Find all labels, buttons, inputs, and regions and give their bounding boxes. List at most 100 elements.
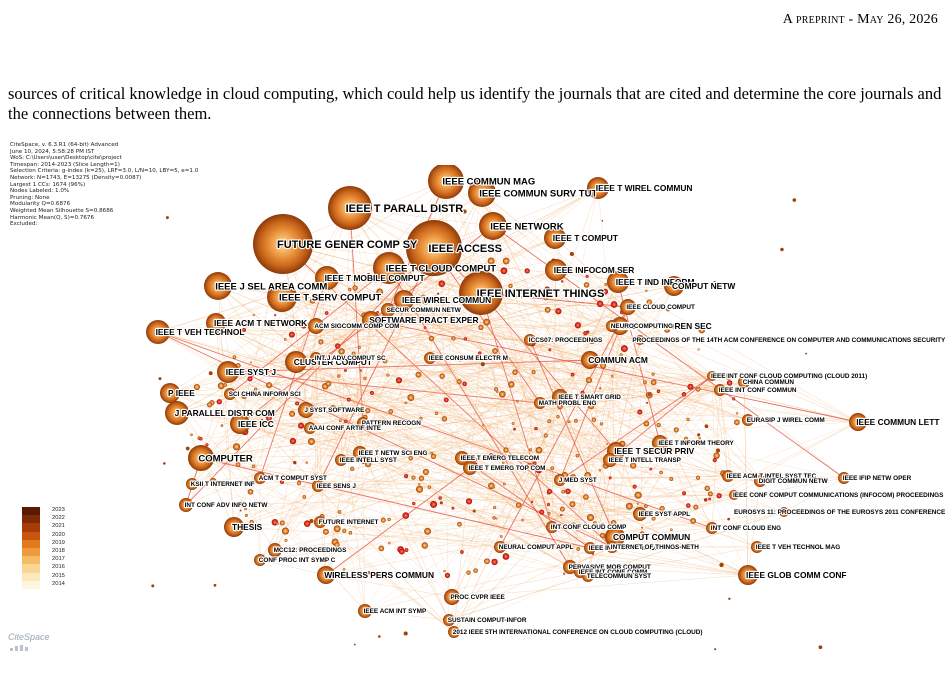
journal-node <box>406 220 462 276</box>
journal-node <box>304 422 316 434</box>
minor-node <box>686 503 691 508</box>
minor-node <box>489 263 492 266</box>
network-edge <box>287 306 621 327</box>
minor-node <box>596 300 604 308</box>
minor-node <box>492 348 498 354</box>
journal-node <box>310 352 322 364</box>
network-edge <box>157 331 694 521</box>
network-edge <box>217 285 505 485</box>
minor-node <box>209 477 217 485</box>
legend-swatch: 2014 <box>22 580 65 589</box>
network-edge <box>639 339 643 535</box>
network-edge <box>534 463 553 528</box>
journal-node-label: IEEE T VEH TECHNOL MAG <box>756 544 840 551</box>
minor-node <box>516 399 519 403</box>
minor-node <box>348 531 353 535</box>
legend-row: 2021 <box>22 523 65 532</box>
journal-node-label: IEEE SYST APPL <box>639 511 691 518</box>
network-edge <box>499 511 785 548</box>
minor-node <box>318 339 324 345</box>
network-edge <box>233 526 591 549</box>
network-edge <box>325 382 731 576</box>
network-edge <box>453 459 611 633</box>
network-edge <box>499 419 749 548</box>
minor-node <box>556 414 560 419</box>
minor-node <box>404 548 409 553</box>
network-edge <box>239 365 289 425</box>
journal-node-label: IEEE WIREL COMMUN <box>402 295 491 305</box>
network-edge <box>157 331 434 505</box>
outlier-node <box>151 584 155 588</box>
network-edge <box>303 325 749 421</box>
minor-node <box>376 288 384 296</box>
minor-node <box>301 292 305 295</box>
network-edge <box>215 322 531 341</box>
journal-node <box>230 414 250 434</box>
network-edge <box>191 247 435 485</box>
journal-node <box>353 446 367 460</box>
network-edge <box>398 380 541 404</box>
network-edge <box>400 295 749 576</box>
minor-node <box>543 296 548 301</box>
journal-node <box>146 320 170 344</box>
network-edge <box>238 365 735 496</box>
network-edge <box>255 207 351 390</box>
network-edge <box>461 457 613 548</box>
minor-node <box>539 509 545 515</box>
journal-node-label: IEEE COMMUN MAG <box>442 176 535 187</box>
network-edge <box>217 285 581 573</box>
journal-node-label: IEEE CLOUD COMPUT <box>626 304 695 311</box>
journal-node <box>206 313 226 333</box>
minor-node <box>589 338 596 345</box>
metadata-line: Harmonic Mean(Q, S)=0.7676 <box>10 214 95 221</box>
minor-node <box>704 485 710 491</box>
network-edge <box>559 423 602 481</box>
network-edge <box>459 524 591 549</box>
minor-node <box>707 491 713 497</box>
network-edge <box>185 247 435 506</box>
minor-node <box>280 480 284 484</box>
minor-node <box>693 504 699 510</box>
minor-node <box>438 496 442 500</box>
network-edge <box>353 353 431 359</box>
network-edge <box>239 423 638 504</box>
journal-node-label: IEEE ACM INT SYMP <box>364 608 427 615</box>
network-edge <box>533 371 641 515</box>
journal-node <box>603 453 617 467</box>
network-edge <box>370 319 591 549</box>
network-edge <box>445 180 564 492</box>
minor-node <box>473 568 478 573</box>
minor-node <box>462 381 467 387</box>
minor-node <box>601 358 606 364</box>
network-edge <box>719 389 729 477</box>
journal-node-label: IEEE SYST J <box>226 367 277 377</box>
network-edge <box>338 375 661 444</box>
network-edge <box>292 359 591 442</box>
minor-node <box>434 411 439 416</box>
network-edge <box>359 452 571 568</box>
minor-node <box>524 268 530 274</box>
minor-node <box>443 569 446 573</box>
network-edge <box>539 402 549 505</box>
minor-node <box>256 524 260 528</box>
minor-node <box>354 276 359 281</box>
network-edge <box>215 322 235 528</box>
network-edge <box>315 357 327 576</box>
minor-node <box>337 510 342 514</box>
journal-node <box>620 299 636 315</box>
metadata-line: WoS: C:\Users\user\Desktop\cite\project <box>10 155 122 162</box>
network-edge <box>200 457 390 544</box>
network-edge <box>611 325 713 529</box>
network-edge <box>344 530 366 612</box>
network-edge <box>549 421 729 477</box>
network-edge <box>259 506 646 561</box>
journal-node <box>722 470 734 482</box>
journal-node <box>428 165 464 199</box>
network-edge <box>707 488 749 576</box>
network-edge <box>529 339 689 420</box>
minor-node <box>380 517 386 523</box>
network-edge <box>387 309 738 414</box>
network-edge <box>555 269 859 423</box>
network-edge <box>387 309 471 469</box>
network-edge <box>429 357 573 375</box>
